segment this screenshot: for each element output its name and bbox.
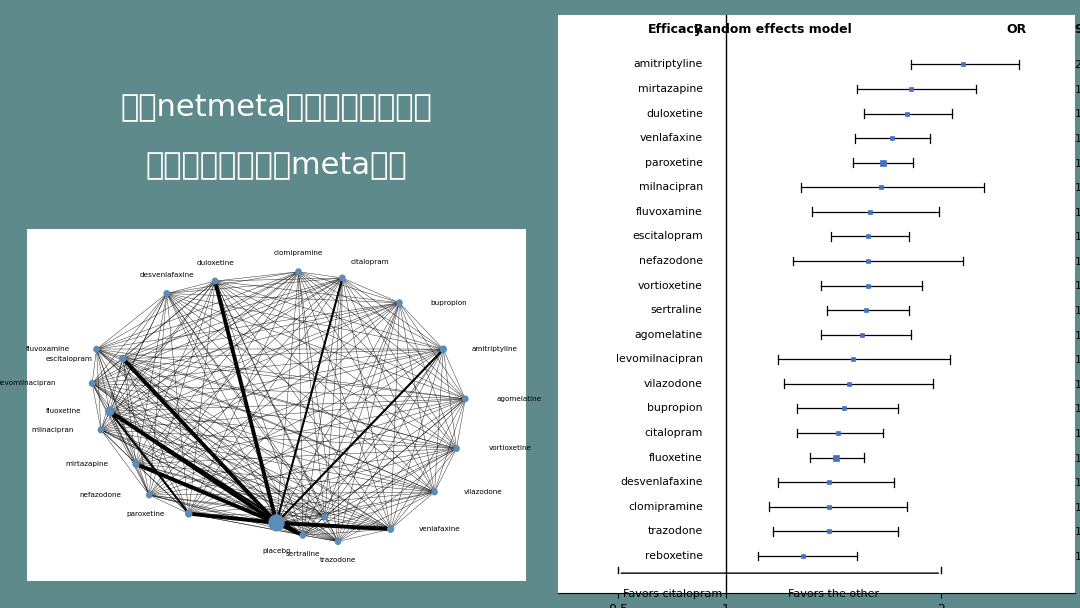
Text: 1.86 [1.61; 2.16]: 1.86 [1.61; 2.16] xyxy=(1075,84,1080,94)
Text: placebo: placebo xyxy=(262,548,291,554)
Circle shape xyxy=(98,427,104,433)
Text: 1.48 [1.22; 1.80]: 1.48 [1.22; 1.80] xyxy=(1075,527,1080,536)
Circle shape xyxy=(296,269,301,275)
Text: 1.67 [1.40; 1.99]: 1.67 [1.40; 1.99] xyxy=(1075,207,1080,217)
Circle shape xyxy=(441,346,446,353)
Text: agomelatine: agomelatine xyxy=(497,396,542,402)
Text: 1.73 [1.59; 1.87]: 1.73 [1.59; 1.87] xyxy=(1075,157,1080,168)
Text: clomipramine: clomipramine xyxy=(629,502,703,512)
Text: 95%-CI: 95%-CI xyxy=(1075,24,1080,36)
Circle shape xyxy=(186,510,192,517)
Text: fluoxetine: fluoxetine xyxy=(649,452,703,463)
Text: 1.66 [1.44; 1.91]: 1.66 [1.44; 1.91] xyxy=(1075,280,1080,291)
Text: escitalopram: escitalopram xyxy=(632,232,703,241)
Circle shape xyxy=(90,381,95,386)
Text: vilazodone: vilazodone xyxy=(644,379,703,389)
Text: levomilnacipran: levomilnacipran xyxy=(616,354,703,364)
Text: sertraline: sertraline xyxy=(285,551,320,557)
Text: Favors citalopram: Favors citalopram xyxy=(622,589,721,599)
Text: vilazodone: vilazodone xyxy=(464,489,502,495)
Circle shape xyxy=(300,533,306,538)
Text: 1.57 [1.27; 1.96]: 1.57 [1.27; 1.96] xyxy=(1075,379,1080,389)
Text: levomilnacipran: levomilnacipran xyxy=(0,381,56,386)
Text: sertraline: sertraline xyxy=(651,305,703,315)
Text: 1.52 [1.33; 1.73]: 1.52 [1.33; 1.73] xyxy=(1075,428,1080,438)
Circle shape xyxy=(94,347,99,352)
Text: 1.48 [1.20; 1.84]: 1.48 [1.20; 1.84] xyxy=(1075,502,1080,512)
Circle shape xyxy=(335,539,340,544)
Text: vortioxetine: vortioxetine xyxy=(489,446,532,452)
Text: clomipramine: clomipramine xyxy=(273,250,323,257)
Text: 1.66 [1.31; 2.10]: 1.66 [1.31; 2.10] xyxy=(1075,256,1080,266)
Circle shape xyxy=(340,275,345,281)
Text: 1.51 [1.39; 1.64]: 1.51 [1.39; 1.64] xyxy=(1075,452,1080,463)
Text: fluvoxamine: fluvoxamine xyxy=(636,207,703,217)
Text: 数据的频率学网状meta分析: 数据的频率学网状meta分析 xyxy=(146,151,407,180)
Circle shape xyxy=(164,291,170,296)
Text: venlafaxine: venlafaxine xyxy=(639,133,703,143)
Text: Efficacy: Efficacy xyxy=(648,24,703,36)
Text: citalopram: citalopram xyxy=(350,259,389,265)
Circle shape xyxy=(147,492,152,498)
Text: citalopram: citalopram xyxy=(645,428,703,438)
Text: reboxetine: reboxetine xyxy=(645,551,703,561)
Text: 1.48 [1.24; 1.78]: 1.48 [1.24; 1.78] xyxy=(1075,477,1080,487)
Circle shape xyxy=(388,526,393,532)
Circle shape xyxy=(269,515,284,531)
Text: Random effects model: Random effects model xyxy=(694,24,852,36)
Circle shape xyxy=(396,300,402,306)
Text: bupropion: bupropion xyxy=(647,404,703,413)
Text: mirtazapine: mirtazapine xyxy=(66,461,109,467)
Text: desvenlafaxine: desvenlafaxine xyxy=(620,477,703,487)
Circle shape xyxy=(454,446,459,451)
Text: fluvoxamine: fluvoxamine xyxy=(26,347,70,352)
Text: amitriptyline: amitriptyline xyxy=(472,347,517,352)
Text: trazodone: trazodone xyxy=(648,527,703,536)
Text: agomelatine: agomelatine xyxy=(635,330,703,340)
Text: 1.77 [1.60; 1.95]: 1.77 [1.60; 1.95] xyxy=(1075,133,1080,143)
Text: 1.63 [1.44; 1.86]: 1.63 [1.44; 1.86] xyxy=(1075,330,1080,340)
Text: duloxetine: duloxetine xyxy=(646,108,703,119)
Text: vortioxetine: vortioxetine xyxy=(638,280,703,291)
Circle shape xyxy=(106,407,113,415)
Text: escitalopram: escitalopram xyxy=(45,356,92,362)
Text: fluoxetine: fluoxetine xyxy=(45,409,81,414)
Text: 1.55 [1.33; 1.80]: 1.55 [1.33; 1.80] xyxy=(1075,404,1080,413)
Text: 使用netmeta程序包实现二分类: 使用netmeta程序包实现二分类 xyxy=(121,93,432,122)
Circle shape xyxy=(432,489,437,495)
Circle shape xyxy=(213,278,218,284)
Text: 1.72 [1.35; 2.20]: 1.72 [1.35; 2.20] xyxy=(1075,182,1080,192)
Text: Favors the other: Favors the other xyxy=(788,589,879,599)
Circle shape xyxy=(120,355,126,362)
Text: 2.10 [1.86; 2.36]: 2.10 [1.86; 2.36] xyxy=(1075,60,1080,69)
Text: nefazodone: nefazodone xyxy=(80,492,121,498)
Text: OR: OR xyxy=(1007,24,1027,36)
Bar xyxy=(27,229,526,581)
Text: reboxetine: reboxetine xyxy=(349,525,388,531)
Text: milnacipran: milnacipran xyxy=(31,427,73,433)
Circle shape xyxy=(462,396,468,402)
Text: duloxetine: duloxetine xyxy=(197,260,234,266)
Text: 1.84 [1.64; 2.05]: 1.84 [1.64; 2.05] xyxy=(1075,108,1080,119)
Text: bupropion: bupropion xyxy=(430,300,467,306)
Text: 1.36 [1.15; 1.61]: 1.36 [1.15; 1.61] xyxy=(1075,551,1080,561)
Text: paroxetine: paroxetine xyxy=(126,511,164,517)
Text: desvenlafaxine: desvenlafaxine xyxy=(139,272,194,278)
Text: 1.59 [1.24; 2.04]: 1.59 [1.24; 2.04] xyxy=(1075,354,1080,364)
Circle shape xyxy=(133,461,139,467)
Text: paroxetine: paroxetine xyxy=(645,157,703,168)
Circle shape xyxy=(322,514,327,519)
Text: mirtazapine: mirtazapine xyxy=(638,84,703,94)
Text: 1.66 [1.49; 1.85]: 1.66 [1.49; 1.85] xyxy=(1075,232,1080,241)
Text: nefazodone: nefazodone xyxy=(638,256,703,266)
Text: venlafaxine: venlafaxine xyxy=(419,526,460,532)
Text: 1.65 [1.47; 1.85]: 1.65 [1.47; 1.85] xyxy=(1075,305,1080,315)
Text: milnacipran: milnacipran xyxy=(638,182,703,192)
Text: trazodone: trazodone xyxy=(320,557,356,563)
Text: amitriptyline: amitriptyline xyxy=(634,60,703,69)
